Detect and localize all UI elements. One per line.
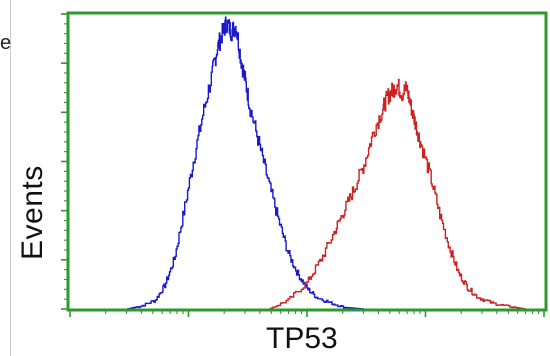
histogram-series-1 <box>126 16 365 310</box>
histogram-series-2 <box>269 78 526 310</box>
axis-ticks <box>61 13 545 317</box>
series-layer <box>126 16 526 310</box>
plot-frame <box>66 11 548 312</box>
clipped-edge-text: e <box>0 32 12 54</box>
left-divider <box>10 0 11 356</box>
y-axis-label: Events <box>16 165 49 260</box>
x-axis-label: TP53 <box>266 322 338 355</box>
